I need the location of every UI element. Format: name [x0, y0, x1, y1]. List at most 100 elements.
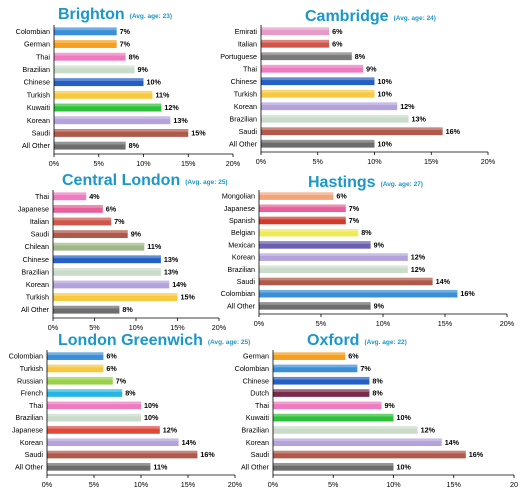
category-label: Portuguese: [220, 52, 257, 61]
bar: [47, 389, 123, 397]
bar-highlight: [259, 277, 433, 281]
bar-highlight: [53, 217, 112, 221]
category-label: Saudi: [239, 127, 258, 136]
chart-title: Oxford: [307, 332, 359, 349]
bar-highlight: [53, 242, 145, 246]
data-label: 15%: [181, 293, 196, 302]
category-label: Mexican: [228, 240, 255, 249]
bar: [273, 376, 370, 385]
category-label: Spanish: [229, 216, 255, 225]
bar: [259, 216, 346, 225]
data-label: 14%: [445, 438, 460, 447]
data-label: 6%: [332, 39, 343, 48]
bar: [47, 438, 179, 447]
bar: [53, 217, 112, 226]
data-label: 9%: [374, 301, 385, 310]
bar-highlight: [273, 450, 466, 454]
bar: [273, 352, 346, 360]
bar-highlight: [261, 27, 330, 31]
category-label: Kuwaiti: [27, 103, 51, 112]
chart-panel: Hastings (Avg. age: 27) Mongolian 6% Japanes…: [221, 174, 515, 328]
bar-highlight: [54, 116, 171, 120]
data-label: 11%: [153, 462, 168, 471]
bar: [47, 376, 113, 385]
category-label: Brazilian: [227, 265, 255, 274]
bar-highlight: [54, 129, 189, 132]
x-tick-label: 10%: [367, 157, 382, 166]
category-label: Saudi: [237, 277, 256, 286]
category-label: Japanese: [224, 204, 255, 213]
bar-highlight: [54, 90, 153, 94]
bar: [273, 401, 382, 410]
category-label: Korean: [232, 253, 255, 262]
data-label: 8%: [129, 141, 140, 150]
category-label: Colombian: [9, 352, 43, 361]
x-tick-label: 15%: [181, 480, 196, 489]
bar-highlight: [47, 463, 151, 466]
bar: [47, 413, 141, 422]
data-label: 14%: [182, 438, 197, 447]
bar: [259, 192, 334, 200]
category-label: French: [21, 389, 43, 398]
bar-highlight: [54, 65, 135, 69]
bar-highlight: [54, 141, 126, 145]
category-label: Korean: [246, 438, 269, 447]
bar-highlight: [261, 89, 375, 93]
bar: [54, 129, 189, 137]
bar-highlight: [273, 364, 358, 368]
bar-highlight: [53, 293, 178, 296]
bar-highlight: [273, 413, 394, 417]
bar-highlight: [54, 27, 117, 31]
x-tick-label: 10%: [136, 159, 151, 168]
x-tick-label: 10%: [386, 480, 401, 489]
x-tick-label: 15%: [181, 159, 196, 168]
bar-highlight: [53, 230, 128, 233]
bar: [47, 463, 151, 471]
category-label: Brazilian: [229, 114, 257, 123]
data-label: 9%: [138, 65, 149, 74]
bar: [261, 89, 375, 98]
data-label: 9%: [384, 401, 395, 410]
data-label: 8%: [125, 389, 136, 398]
data-label: 10%: [378, 89, 393, 98]
bar-highlight: [259, 204, 346, 208]
bar: [273, 426, 418, 434]
bar-highlight: [273, 401, 382, 405]
data-label: 12%: [163, 425, 178, 434]
bar: [54, 116, 171, 125]
category-label: Mongolian: [222, 192, 255, 201]
bar-highlight: [47, 401, 141, 405]
bar: [47, 401, 141, 410]
bar: [259, 302, 371, 310]
x-tick-label: 10%: [376, 319, 391, 328]
bar: [261, 27, 330, 36]
chart-subtitle: (Avg. age: 25): [208, 339, 250, 346]
category-label: All Other: [22, 141, 51, 150]
x-tick-label: 10%: [129, 323, 144, 332]
x-tick-label: 0%: [42, 480, 53, 489]
x-tick-label: 15%: [170, 323, 185, 332]
bar: [54, 27, 117, 36]
bar: [273, 413, 394, 422]
bar-highlight: [53, 255, 161, 259]
data-label: 16%: [446, 127, 461, 136]
bar: [273, 389, 370, 397]
x-tick-label: 5%: [89, 323, 100, 332]
x-tick-label: 15%: [424, 157, 439, 166]
category-label: Chinese: [24, 78, 50, 87]
bar: [259, 241, 371, 249]
bar-highlight: [273, 389, 370, 392]
category-label: Belgian: [231, 228, 255, 237]
bar: [53, 242, 145, 251]
bar: [54, 90, 153, 99]
category-label: Kuwaiti: [246, 413, 270, 422]
bar-highlight: [273, 352, 346, 356]
bar: [54, 141, 126, 150]
bar-highlight: [259, 265, 408, 269]
data-label: 6%: [332, 27, 343, 36]
category-label: Japanese: [12, 425, 43, 434]
data-label: 7%: [120, 40, 131, 49]
bar-highlight: [54, 78, 144, 81]
bar-highlight: [261, 127, 443, 131]
bar-highlight: [259, 289, 458, 293]
